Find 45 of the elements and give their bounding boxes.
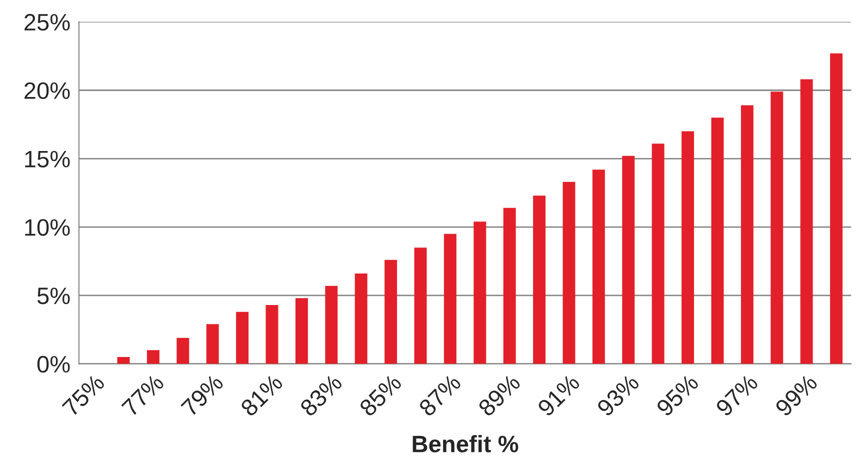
x-tick-label: 91%: [536, 373, 581, 418]
bar: [266, 305, 278, 364]
bar: [474, 222, 486, 364]
bar: [592, 170, 605, 364]
y-tick-label: 25%: [24, 14, 70, 31]
bar: [236, 312, 249, 364]
y-tick-label: 15%: [25, 150, 70, 168]
y-tick-label: 20%: [24, 82, 70, 100]
y-tick-label: 0%: [37, 356, 70, 373]
bar: [830, 53, 843, 364]
bar: [770, 92, 784, 364]
bar: [444, 234, 456, 364]
y-tick-label: 5%: [37, 288, 70, 304]
bar: [800, 79, 813, 364]
x-tick-label: 93%: [596, 373, 640, 418]
bar: [384, 260, 398, 364]
bar: [740, 105, 754, 364]
bar: [325, 286, 338, 364]
x-tick-label: 79%: [180, 373, 224, 418]
x-axis-title: Benefit %: [412, 435, 518, 452]
x-tick-label: 89%: [477, 373, 522, 418]
bar: [354, 274, 368, 364]
bar: [117, 357, 130, 364]
x-tick-label: 87%: [418, 373, 462, 418]
bar: [206, 324, 219, 364]
x-tick-label: 99%: [774, 373, 818, 418]
x-tick-label: 83%: [299, 373, 344, 418]
bar: [295, 298, 308, 364]
x-tick-label: 77%: [121, 373, 165, 417]
x-tick-label: 97%: [714, 373, 759, 418]
bar: [533, 196, 546, 364]
x-tick-label: 95%: [656, 373, 700, 418]
bar: [146, 350, 160, 364]
bar: [652, 144, 664, 364]
bar: [711, 118, 724, 364]
bar: [622, 156, 635, 364]
x-tick-label: 81%: [240, 373, 284, 418]
x-tick-label: 75%: [62, 373, 106, 418]
x-tick-label: 85%: [358, 373, 402, 418]
bar: [176, 338, 190, 364]
y-tick-label: 10%: [25, 219, 70, 236]
bar: [503, 208, 516, 364]
bar: [682, 131, 694, 364]
bar: [562, 182, 576, 364]
bar: [414, 248, 427, 364]
